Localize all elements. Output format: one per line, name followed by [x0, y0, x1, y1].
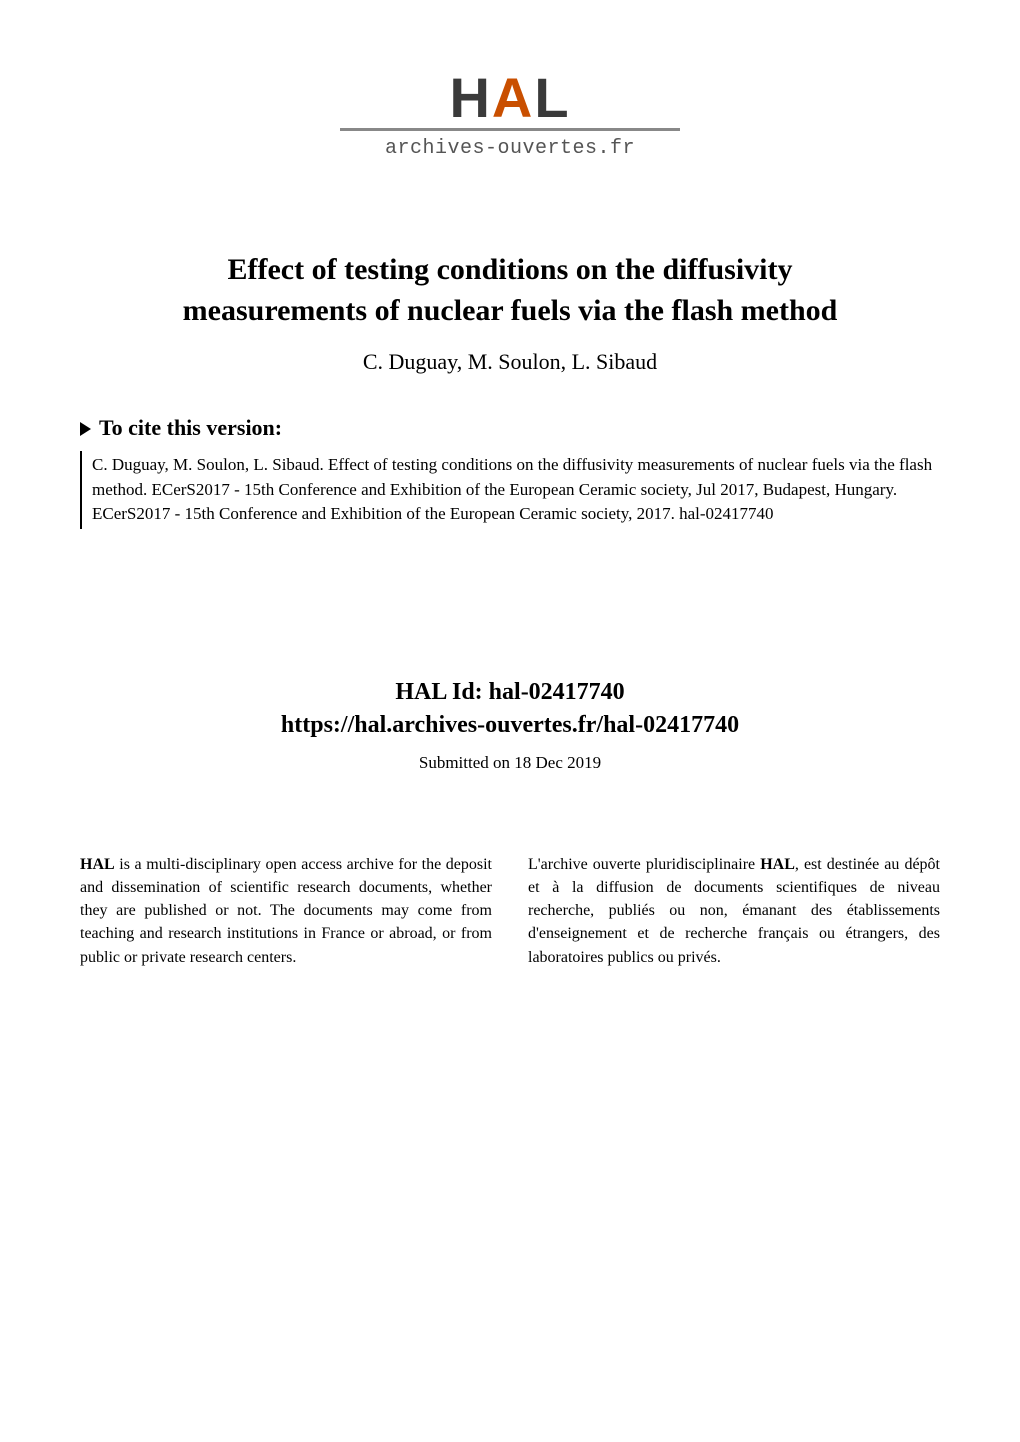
title-line-2: measurements of nuclear fuels via the fl…: [183, 294, 838, 327]
paper-title: Effect of testing conditions on the diff…: [80, 250, 940, 331]
title-line-1: Effect of testing conditions on the diff…: [228, 253, 793, 286]
citation-text: C. Duguay, M. Soulon, L. Sibaud. Effect …: [92, 455, 932, 523]
hal-id: HAL Id: hal-02417740: [80, 679, 940, 706]
hal-bold-left: HAL: [80, 856, 115, 873]
logo-letter-a: A: [492, 66, 534, 129]
column-left-text: is a multi-disciplinary open access arch…: [80, 856, 492, 966]
column-right-pre: L'archive ouverte pluridisciplinaire: [528, 856, 760, 873]
hal-logo-text: HAL: [80, 70, 940, 126]
logo-subline: archives-ouvertes.fr: [80, 137, 940, 160]
column-left: HAL is a multi-disciplinary open access …: [80, 853, 492, 969]
hal-bold-right: HAL: [760, 856, 795, 873]
hal-logo: HAL archives-ouvertes.fr: [80, 70, 940, 160]
cite-heading: To cite this version:: [80, 415, 940, 441]
logo-letter-h: H: [449, 66, 491, 129]
author-list: C. Duguay, M. Soulon, L. Sibaud: [80, 349, 940, 375]
triangle-right-icon: [80, 422, 91, 436]
description-columns: HAL is a multi-disciplinary open access …: [80, 853, 940, 969]
logo-letter-l: L: [534, 66, 570, 129]
cite-heading-text: To cite this version:: [99, 415, 282, 440]
submitted-date: Submitted on 18 Dec 2019: [80, 753, 940, 773]
hal-url: https://hal.archives-ouvertes.fr/hal-024…: [80, 712, 940, 739]
column-right: L'archive ouverte pluridisciplinaire HAL…: [528, 853, 940, 969]
citation-block: C. Duguay, M. Soulon, L. Sibaud. Effect …: [80, 451, 940, 529]
